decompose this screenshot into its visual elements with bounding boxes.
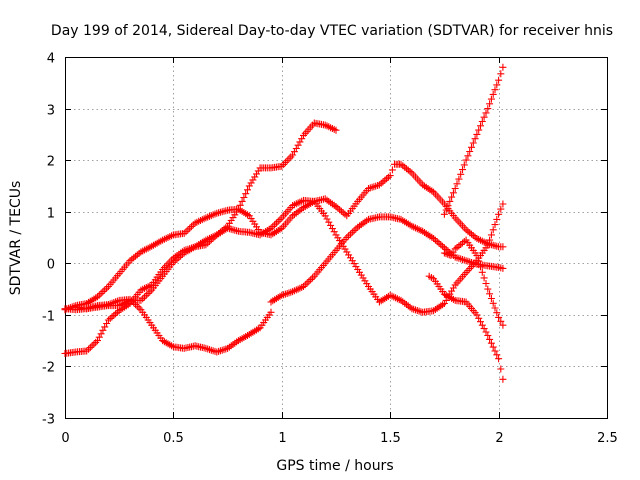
chart-title: Day 199 of 2014, Sidereal Day-to-day VTE… xyxy=(51,23,613,39)
y-axis-label: SDTVAR / TECUs xyxy=(8,181,24,296)
y-tick-label: 3 xyxy=(47,104,55,119)
y-tick-label: 1 xyxy=(47,207,55,222)
x-tick-label: 2 xyxy=(495,431,503,446)
data-point-markers xyxy=(440,63,507,218)
x-tick-label: 2.5 xyxy=(597,431,618,446)
x-tick-label: 1.5 xyxy=(380,431,401,446)
x-tick-label: 0 xyxy=(61,431,69,446)
data-point-markers xyxy=(440,236,507,329)
x-axis-label: GPS time / hours xyxy=(276,458,393,474)
series-track-6 xyxy=(72,295,275,356)
x-tick-label: 0.5 xyxy=(163,431,184,446)
series-track-8 xyxy=(440,236,507,329)
data-point-markers xyxy=(267,213,507,306)
data-point-markers xyxy=(61,119,340,357)
y-tick-label: -3 xyxy=(42,413,55,428)
y-tick-label: 2 xyxy=(47,155,55,170)
axis-ticks: 0 0.5 1 1.5 2 2.5 -3 -2 -1 0 1 2 3 4 xyxy=(42,52,618,447)
data-series xyxy=(61,63,507,383)
data-point-markers xyxy=(332,160,507,251)
y-tick-label: -1 xyxy=(42,310,55,325)
grid xyxy=(65,57,607,418)
y-tick-label: -2 xyxy=(42,361,55,376)
plot-frame xyxy=(65,57,608,419)
x-tick-label: 1 xyxy=(278,431,286,446)
series-track-7 xyxy=(425,272,507,383)
series-track-3 xyxy=(61,119,340,357)
series-track-9 xyxy=(440,63,507,218)
series-track-5 xyxy=(267,213,507,306)
data-point-markers xyxy=(425,272,507,383)
data-point-markers xyxy=(72,295,275,356)
series-track-2 xyxy=(332,160,507,251)
y-tick-label: 0 xyxy=(47,258,55,273)
y-tick-label: 4 xyxy=(47,52,55,67)
